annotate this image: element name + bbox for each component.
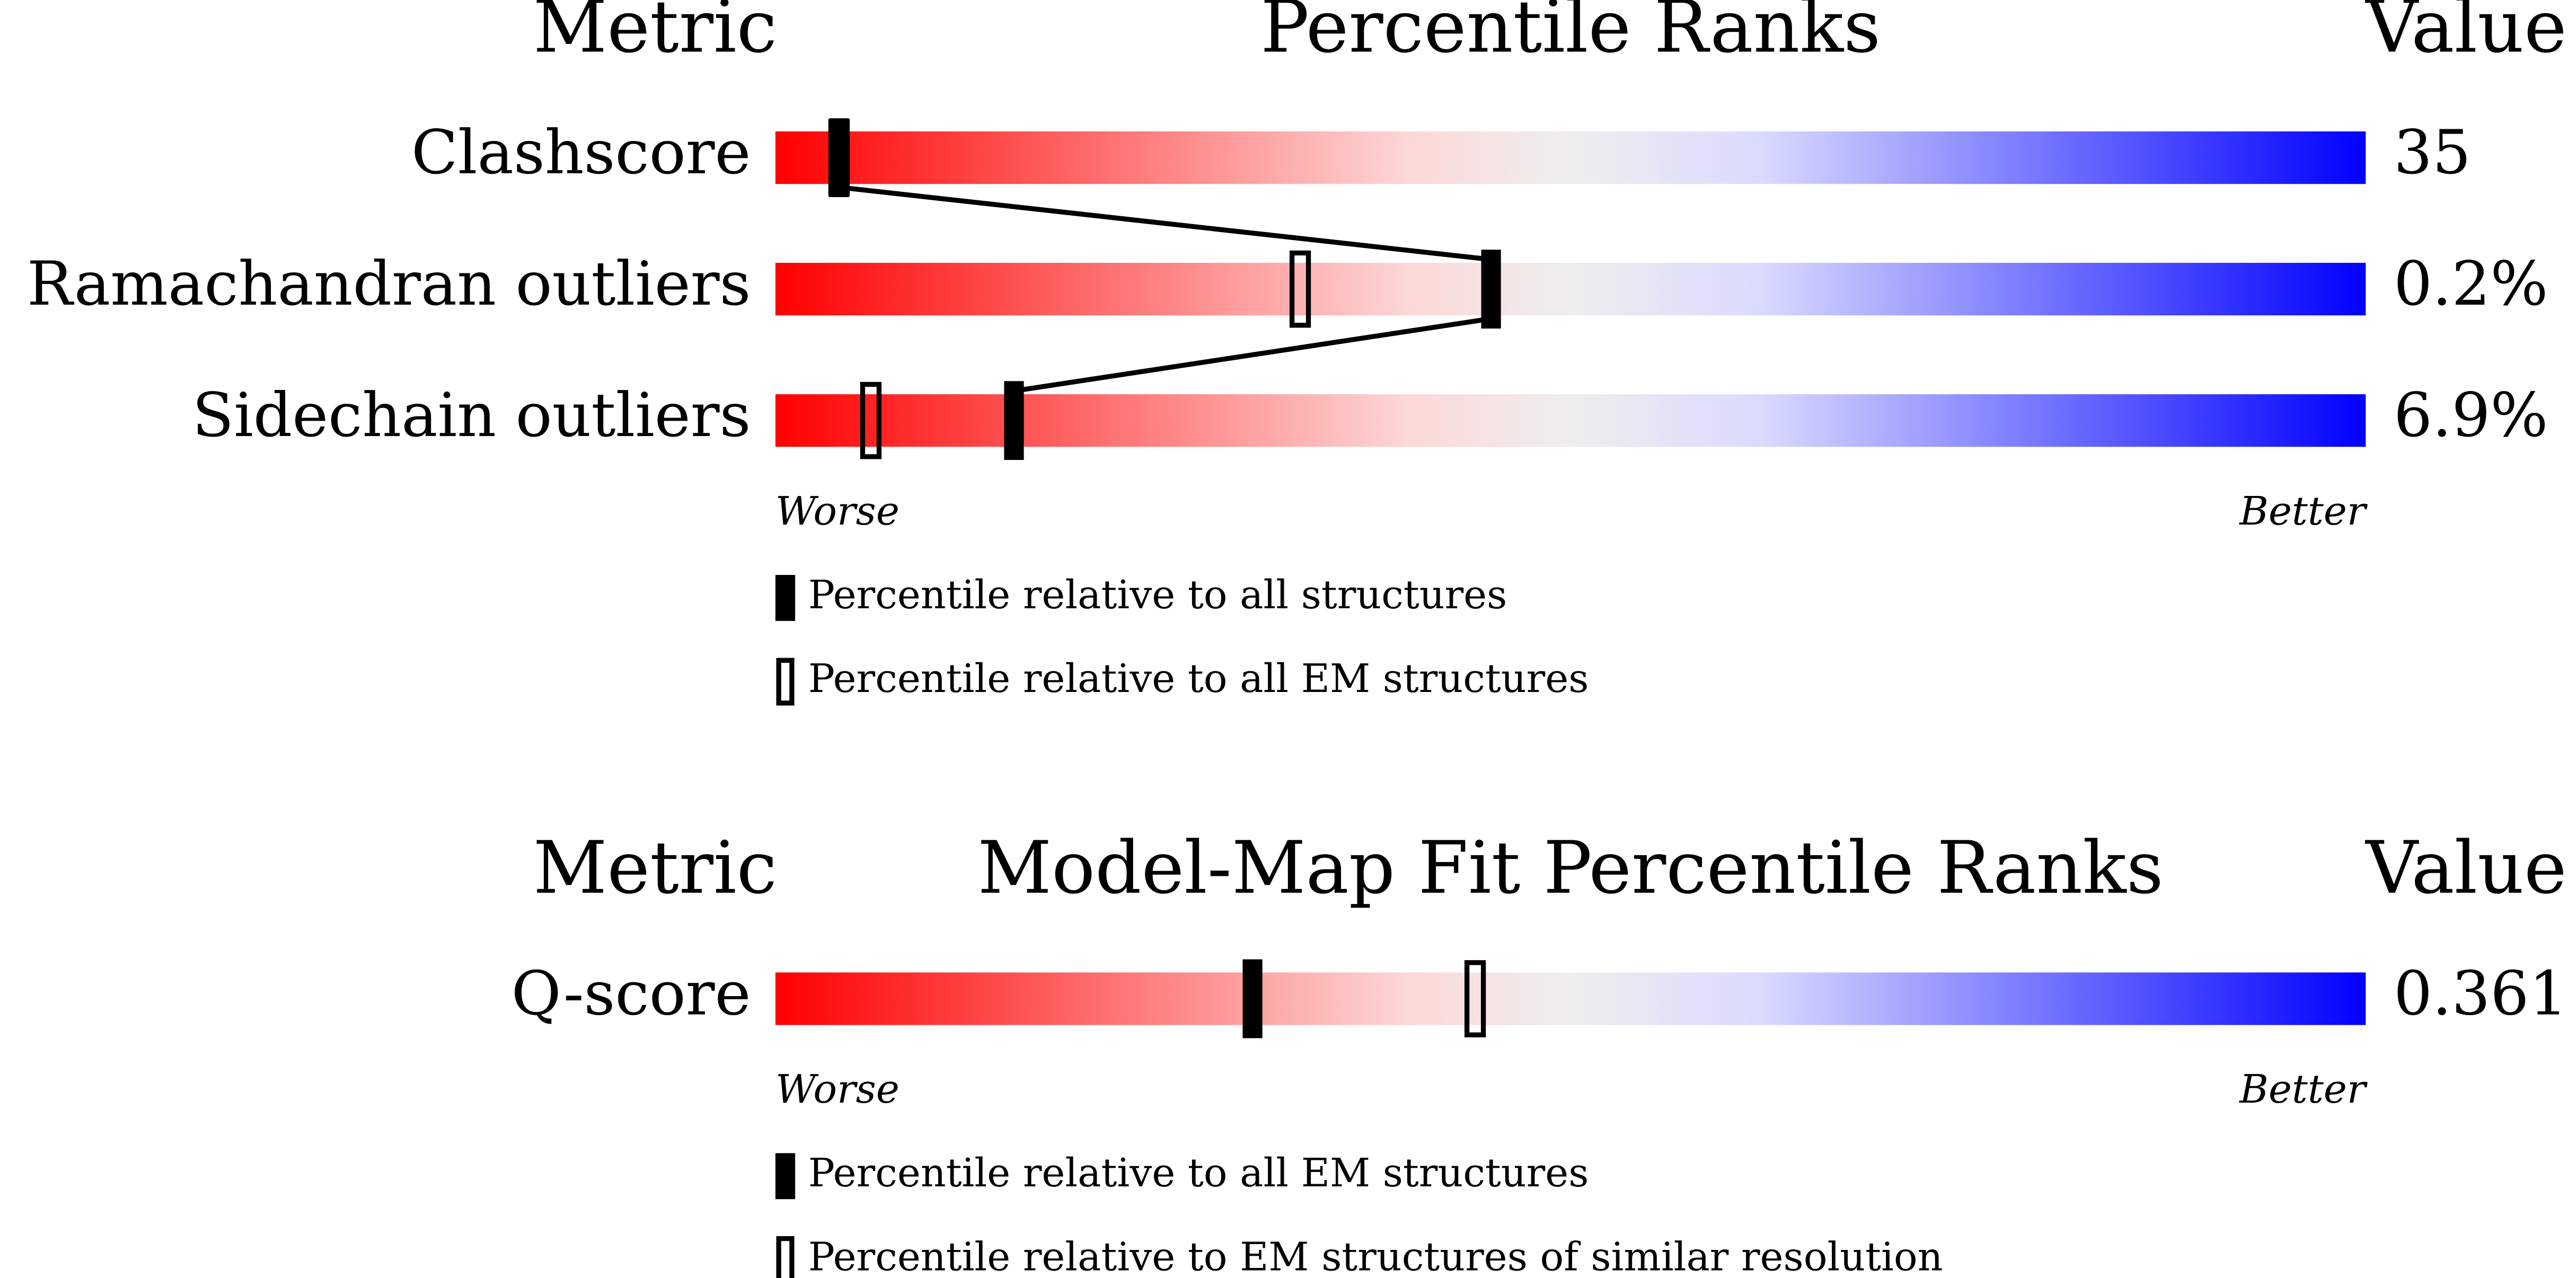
- legend-open-icon: [776, 658, 795, 706]
- connector: [1013, 316, 1492, 394]
- worse-label: Worse: [775, 488, 899, 534]
- metric-value: 0.361: [2394, 958, 2568, 1029]
- slider-bar: [775, 131, 2366, 184]
- legend-open-icon: [776, 1236, 795, 1278]
- value-header: Value: [2365, 826, 2566, 910]
- open-marker: [1289, 250, 1311, 328]
- value-header: Value: [2365, 0, 2566, 69]
- metric-label: Q-score: [511, 958, 751, 1029]
- better-label: Better: [2238, 1066, 2368, 1112]
- worse-label: Worse: [775, 1066, 899, 1112]
- legend-filled-icon: [775, 575, 796, 621]
- connector: [839, 184, 1492, 262]
- metric-value: 35: [2394, 118, 2471, 188]
- slider-bar: [775, 394, 2366, 447]
- legend-open-text: Percentile relative to all EM structures: [808, 655, 1589, 702]
- metric-header: Metric: [533, 0, 777, 69]
- legend-filled-text: Percentile relative to all EM structures: [808, 1150, 1589, 1196]
- legend-filled-text: Percentile relative to all structures: [808, 572, 1507, 618]
- metric-header: Metric: [533, 826, 777, 910]
- filled-marker: [1481, 250, 1501, 329]
- metric-label: Clashscore: [411, 118, 751, 188]
- slider-bar: [775, 972, 2366, 1025]
- filled-marker: [1004, 381, 1024, 460]
- legend-open-text: Percentile relative to EM structures of …: [808, 1233, 1943, 1278]
- filled-marker: [1242, 959, 1263, 1039]
- legend-filled-icon: [775, 1153, 796, 1200]
- panel-title: Percentile Ranks: [1260, 0, 1881, 69]
- open-marker: [1464, 960, 1486, 1037]
- metric-value: 6.9%: [2394, 380, 2548, 451]
- open-marker: [860, 381, 882, 459]
- metric-label: Sidechain outliers: [192, 380, 751, 451]
- metric-label: Ramachandran outliers: [27, 249, 751, 320]
- metric-value: 0.2%: [2394, 249, 2548, 320]
- filled-marker: [829, 118, 849, 198]
- panel-title: Model-Map Fit Percentile Ranks: [977, 826, 2163, 910]
- better-label: Better: [2238, 488, 2368, 534]
- slider-bar: [775, 263, 2366, 316]
